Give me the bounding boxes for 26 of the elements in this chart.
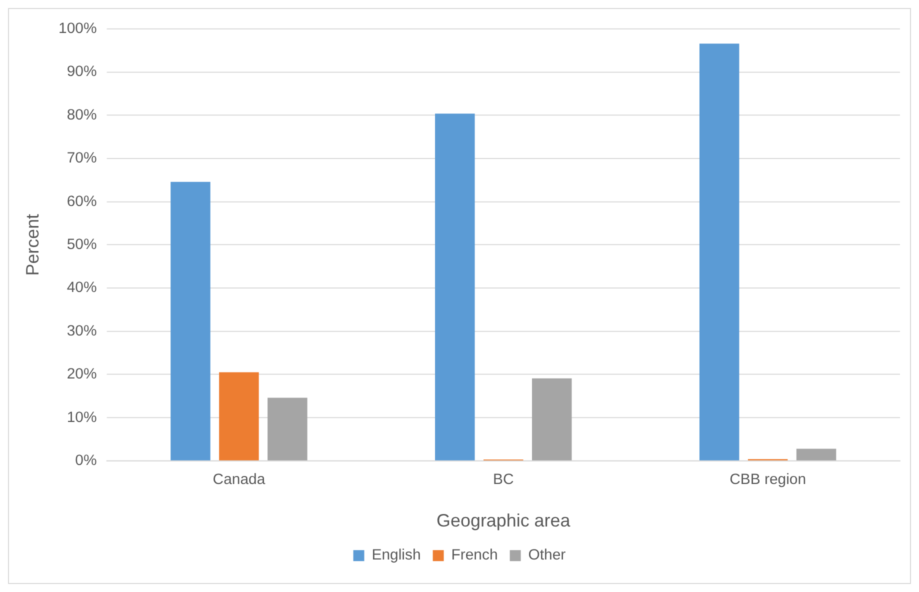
- bar: [699, 44, 740, 460]
- legend-label: English: [372, 546, 421, 564]
- y-axis-title: Percent: [22, 214, 43, 276]
- y-tick-label: 0%: [75, 452, 97, 469]
- bar: [796, 448, 836, 460]
- y-tick-label: 70%: [66, 150, 97, 167]
- y-tick-label: 90%: [66, 63, 97, 80]
- y-tick-label: 60%: [66, 192, 97, 210]
- bar: [170, 182, 210, 460]
- x-tick-label: CBB region: [730, 470, 806, 488]
- y-tick-label: 10%: [66, 408, 97, 426]
- bar: [532, 378, 572, 460]
- y-tick-label: 20%: [66, 366, 97, 383]
- x-axis-title: Geographic area: [436, 510, 570, 530]
- x-tick-label: Canada: [212, 470, 266, 488]
- bar: [219, 372, 259, 460]
- legend-label: French: [451, 546, 498, 564]
- y-tick-label: 30%: [66, 322, 97, 340]
- bar: [268, 398, 308, 460]
- y-tick-label: 80%: [66, 106, 97, 124]
- legend-label: Other: [528, 546, 566, 564]
- x-tick-label: BC: [492, 470, 514, 488]
- y-tick-label: 40%: [66, 279, 97, 296]
- y-tick-label: 50%: [66, 236, 97, 253]
- bar: [435, 114, 475, 460]
- y-tick-label: 100%: [58, 20, 97, 38]
